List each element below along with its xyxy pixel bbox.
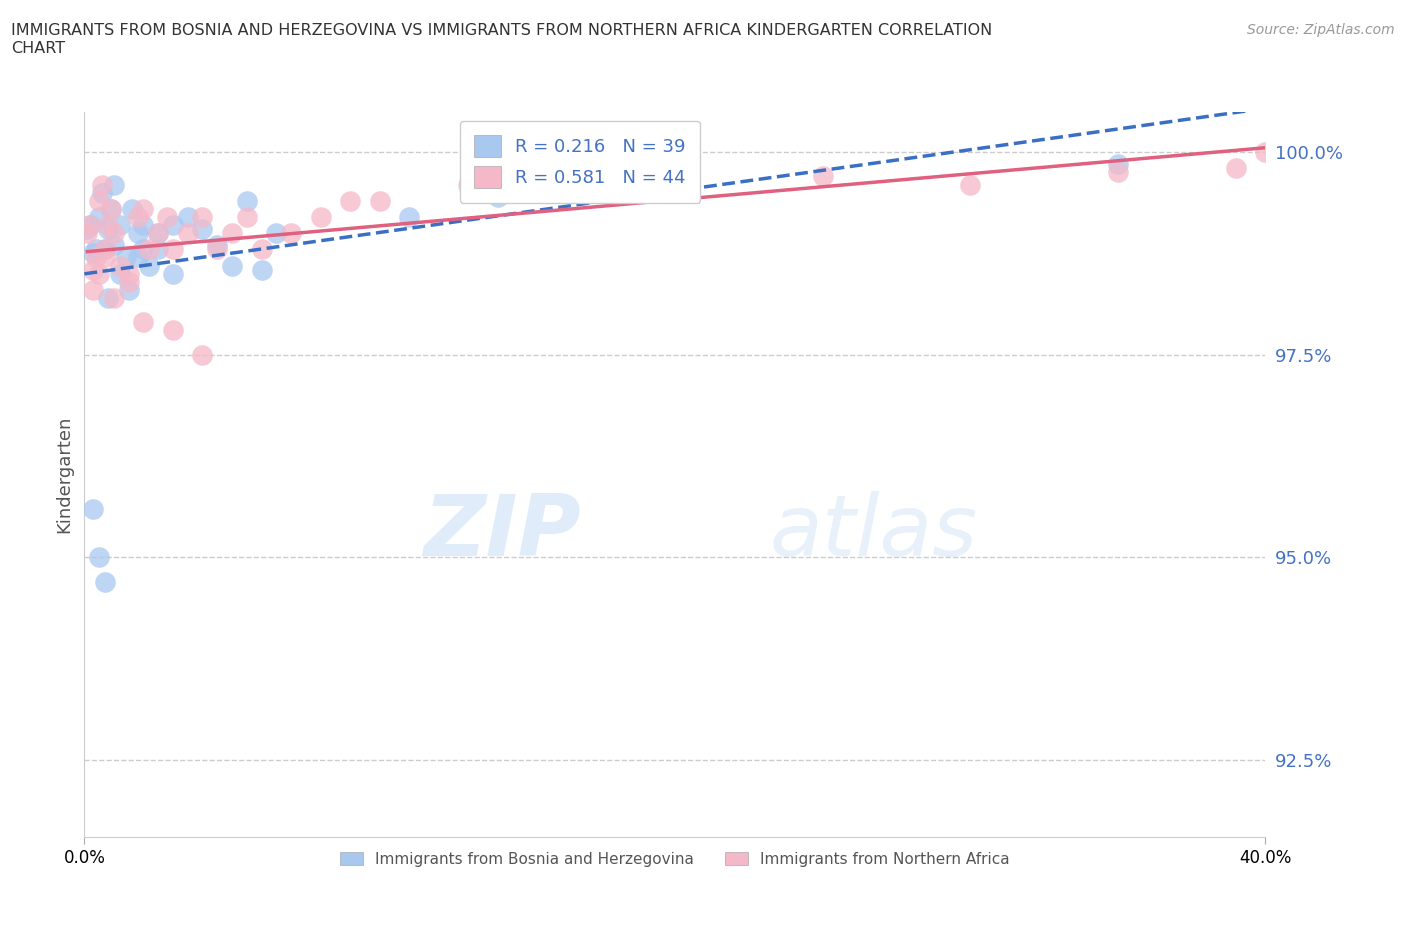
Point bbox=[162, 323, 184, 338]
Point bbox=[1107, 157, 1129, 172]
Point bbox=[100, 202, 122, 217]
Point bbox=[87, 193, 111, 208]
Point bbox=[250, 242, 273, 257]
Point bbox=[76, 221, 98, 236]
Text: ZIP: ZIP bbox=[423, 491, 581, 574]
Point bbox=[94, 574, 117, 589]
Point bbox=[94, 242, 117, 257]
Text: IMMIGRANTS FROM BOSNIA AND HERZEGOVINA VS IMMIGRANTS FROM NORTHERN AFRICA KINDER: IMMIGRANTS FROM BOSNIA AND HERZEGOVINA V… bbox=[11, 23, 993, 56]
Point bbox=[236, 209, 259, 224]
Point bbox=[398, 209, 420, 224]
Point bbox=[91, 185, 114, 200]
Point bbox=[191, 347, 214, 362]
Point bbox=[221, 259, 243, 273]
Point bbox=[368, 193, 391, 208]
Point bbox=[138, 259, 160, 273]
Point bbox=[82, 501, 104, 516]
Point bbox=[162, 218, 184, 232]
Point bbox=[1107, 165, 1129, 179]
Point bbox=[79, 218, 101, 232]
Point bbox=[127, 226, 149, 241]
Point bbox=[103, 177, 125, 192]
Point bbox=[76, 226, 98, 241]
Point bbox=[1225, 161, 1247, 176]
Point bbox=[959, 177, 981, 192]
Point bbox=[162, 266, 184, 281]
Point bbox=[156, 209, 179, 224]
Point bbox=[87, 209, 111, 224]
Point bbox=[97, 290, 120, 305]
Point bbox=[121, 202, 143, 217]
Point bbox=[108, 266, 131, 281]
Point bbox=[191, 209, 214, 224]
Point bbox=[236, 193, 259, 208]
Point bbox=[97, 218, 120, 232]
Point bbox=[1254, 145, 1277, 160]
Point bbox=[108, 218, 131, 232]
Point bbox=[100, 202, 122, 217]
Point bbox=[87, 266, 111, 281]
Point bbox=[91, 177, 114, 192]
Point bbox=[108, 259, 131, 273]
Point bbox=[118, 274, 141, 289]
Point bbox=[132, 315, 155, 330]
Point bbox=[132, 218, 155, 232]
Point bbox=[457, 177, 479, 192]
Point bbox=[94, 242, 117, 257]
Point bbox=[79, 218, 101, 232]
Point bbox=[82, 246, 104, 261]
Point bbox=[339, 193, 361, 208]
Point bbox=[221, 226, 243, 241]
Point bbox=[103, 238, 125, 253]
Point bbox=[114, 250, 136, 265]
Point bbox=[207, 242, 229, 257]
Point bbox=[84, 250, 107, 265]
Point bbox=[118, 266, 141, 281]
Point bbox=[309, 209, 332, 224]
Point bbox=[127, 209, 149, 224]
Point bbox=[148, 226, 170, 241]
Point bbox=[94, 250, 117, 265]
Point bbox=[84, 242, 107, 257]
Point bbox=[811, 169, 834, 184]
Point bbox=[546, 169, 568, 184]
Point bbox=[250, 262, 273, 277]
Point bbox=[148, 226, 170, 241]
Text: atlas: atlas bbox=[769, 491, 977, 574]
Point bbox=[118, 283, 141, 298]
Point bbox=[87, 550, 111, 565]
Point bbox=[177, 209, 200, 224]
Point bbox=[82, 262, 104, 277]
Point bbox=[103, 226, 125, 241]
Text: Source: ZipAtlas.com: Source: ZipAtlas.com bbox=[1247, 23, 1395, 37]
Point bbox=[162, 242, 184, 257]
Point bbox=[138, 242, 160, 257]
Point bbox=[103, 290, 125, 305]
Point bbox=[486, 190, 509, 205]
Point bbox=[132, 202, 155, 217]
Point bbox=[177, 226, 200, 241]
Point bbox=[132, 242, 155, 257]
Point bbox=[82, 283, 104, 298]
Point bbox=[266, 226, 288, 241]
Point bbox=[207, 238, 229, 253]
Point bbox=[127, 250, 149, 265]
Point bbox=[148, 242, 170, 257]
Point bbox=[97, 221, 120, 236]
Point bbox=[280, 226, 302, 241]
Point bbox=[664, 177, 686, 192]
Legend: Immigrants from Bosnia and Herzegovina, Immigrants from Northern Africa: Immigrants from Bosnia and Herzegovina, … bbox=[335, 845, 1015, 873]
Point bbox=[191, 221, 214, 236]
Y-axis label: Kindergarten: Kindergarten bbox=[55, 416, 73, 533]
